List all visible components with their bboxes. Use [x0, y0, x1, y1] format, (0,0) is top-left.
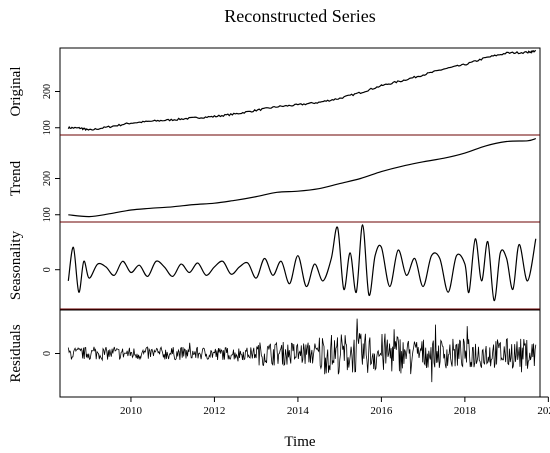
y-axis-label: Trend	[8, 160, 24, 196]
y-tick-label: 100	[42, 207, 53, 222]
series-line-seasonality	[67, 224, 537, 302]
panel-frame	[59, 134, 541, 223]
y-tick-label: 200	[42, 84, 53, 99]
x-tick-label: 2020	[537, 405, 550, 417]
y-tick-label: 0	[42, 351, 53, 356]
series-line-residuals	[67, 318, 537, 383]
x-tick-label: 2010	[120, 405, 143, 417]
panel-seasonality: Seasonality 0	[8, 221, 541, 310]
x-tick-label: 2012	[203, 405, 225, 417]
x-tick-label: 2014	[287, 405, 310, 417]
y-axis-label: Residuals	[8, 324, 24, 382]
y-tick-label: 0	[42, 267, 53, 272]
panel-frame	[59, 47, 541, 136]
chart-title: Reconstructed Series	[224, 6, 375, 26]
x-axis: 2010 2012 2014 2016 2018 2020	[120, 396, 550, 417]
panel-frame	[59, 221, 541, 310]
panel-original: Original 100 200	[8, 47, 541, 136]
panel-residuals: Residuals 0	[8, 309, 541, 398]
x-tick-label: 2018	[454, 405, 477, 417]
y-axis-label: Original	[8, 67, 24, 117]
x-axis-label: Time	[284, 434, 315, 450]
series-line-original	[67, 49, 537, 131]
y-axis-label: Seasonality	[8, 230, 24, 300]
y-tick-label: 200	[42, 171, 53, 186]
series-line-trend	[68, 138, 536, 218]
panel-trend: Trend 100 200	[8, 134, 541, 223]
y-tick-label: 100	[42, 120, 53, 135]
x-tick-label: 2016	[370, 405, 393, 417]
